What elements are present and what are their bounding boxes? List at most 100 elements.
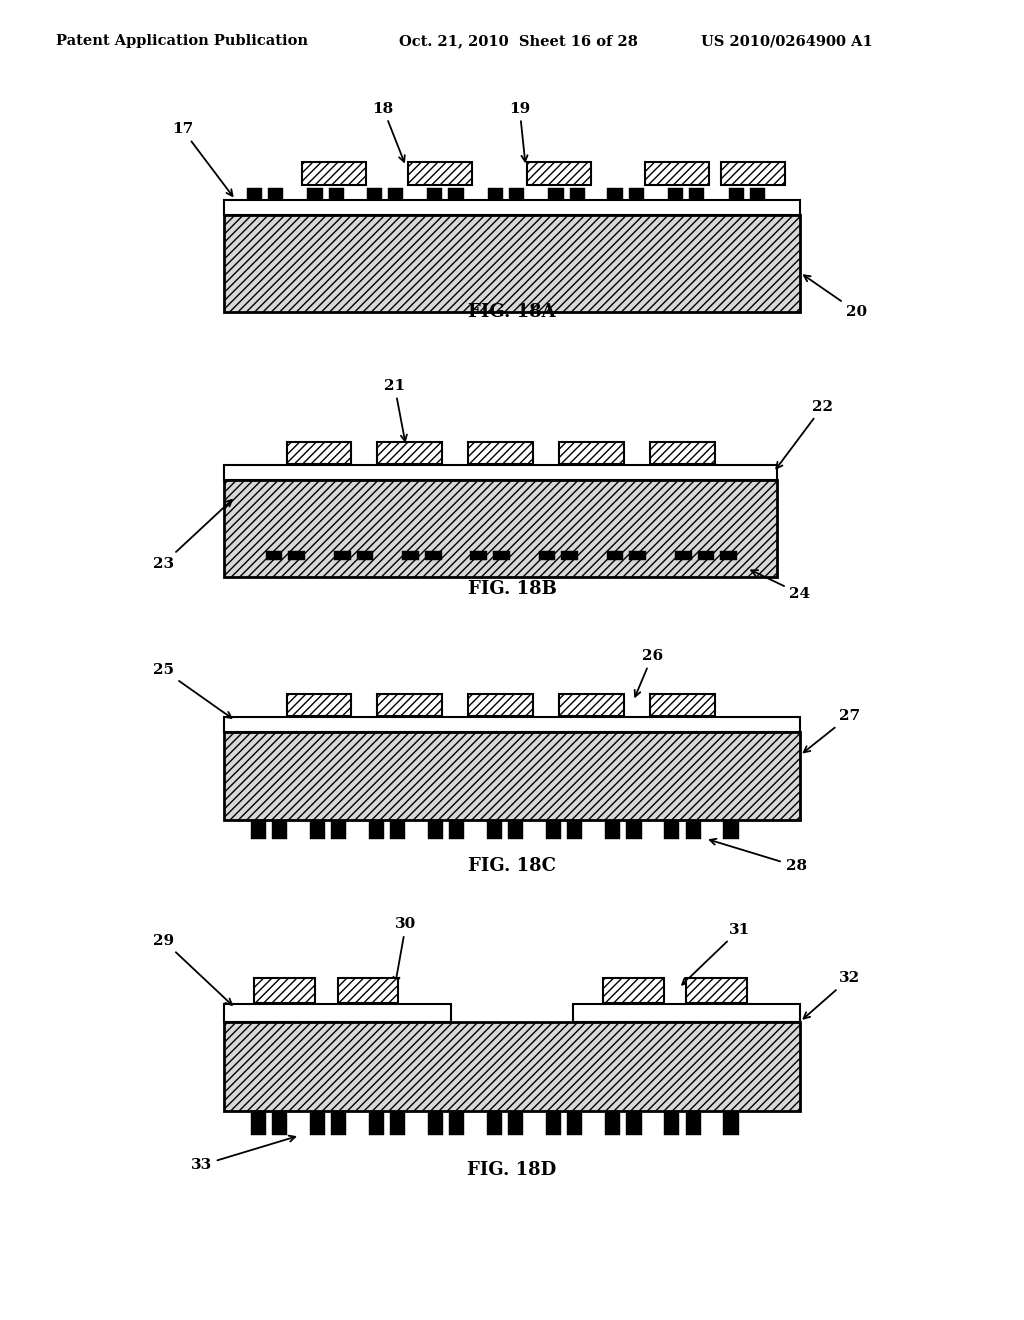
Bar bbox=[470, 550, 487, 560]
Bar bbox=[572, 1005, 800, 1022]
Bar bbox=[427, 189, 442, 199]
Bar bbox=[266, 550, 283, 560]
Bar bbox=[251, 1111, 266, 1135]
Bar bbox=[378, 694, 442, 715]
Bar bbox=[546, 820, 561, 838]
Text: 27: 27 bbox=[804, 709, 860, 752]
Bar bbox=[685, 1111, 700, 1135]
Bar bbox=[268, 189, 284, 199]
Bar bbox=[509, 189, 524, 199]
Text: 25: 25 bbox=[153, 663, 231, 718]
Bar bbox=[449, 189, 464, 199]
Bar bbox=[329, 189, 344, 199]
Bar bbox=[494, 550, 510, 560]
Bar bbox=[224, 717, 800, 733]
Bar bbox=[721, 162, 785, 185]
Bar bbox=[508, 1111, 523, 1135]
Text: FIG. 18A: FIG. 18A bbox=[468, 304, 556, 321]
Bar bbox=[665, 1111, 680, 1135]
Bar bbox=[271, 1111, 287, 1135]
Bar bbox=[334, 550, 350, 560]
Bar bbox=[331, 820, 346, 838]
Bar bbox=[309, 820, 325, 838]
Text: US 2010/0264900 A1: US 2010/0264900 A1 bbox=[701, 34, 873, 49]
Bar bbox=[224, 1022, 800, 1111]
Bar bbox=[388, 189, 402, 199]
Bar bbox=[567, 1111, 583, 1135]
Bar bbox=[302, 162, 367, 185]
Bar bbox=[630, 550, 646, 560]
Bar bbox=[247, 189, 262, 199]
Bar bbox=[750, 189, 765, 199]
Text: 23: 23 bbox=[153, 500, 231, 570]
Text: 20: 20 bbox=[804, 276, 867, 319]
Bar bbox=[331, 1111, 346, 1135]
Text: 26: 26 bbox=[635, 649, 663, 697]
Bar bbox=[526, 162, 591, 185]
Bar bbox=[425, 550, 441, 560]
Bar bbox=[224, 733, 800, 820]
Bar bbox=[251, 820, 266, 838]
Bar bbox=[390, 1111, 406, 1135]
Text: FIG. 18C: FIG. 18C bbox=[468, 858, 556, 875]
Bar bbox=[723, 1111, 738, 1135]
Text: 33: 33 bbox=[190, 1135, 295, 1172]
Bar bbox=[546, 1111, 561, 1135]
Text: 30: 30 bbox=[393, 917, 417, 983]
Bar bbox=[468, 694, 532, 715]
Bar bbox=[309, 1111, 325, 1135]
Bar bbox=[645, 162, 710, 185]
Bar bbox=[390, 820, 406, 838]
Bar bbox=[675, 550, 691, 560]
Text: 31: 31 bbox=[682, 923, 750, 985]
Bar bbox=[369, 1111, 384, 1135]
Bar bbox=[378, 442, 442, 465]
Bar bbox=[450, 1111, 464, 1135]
Bar bbox=[224, 466, 777, 480]
Bar bbox=[697, 550, 715, 560]
Bar bbox=[224, 215, 800, 312]
Bar bbox=[603, 978, 664, 1003]
Bar bbox=[468, 442, 532, 465]
Text: FIG. 18D: FIG. 18D bbox=[467, 1160, 557, 1179]
Bar bbox=[650, 694, 715, 715]
Bar bbox=[668, 189, 683, 199]
Text: 24: 24 bbox=[752, 570, 811, 601]
Text: Patent Application Publication: Patent Application Publication bbox=[56, 34, 308, 49]
Bar bbox=[539, 550, 555, 560]
Bar bbox=[650, 442, 715, 465]
Bar bbox=[627, 820, 642, 838]
Bar bbox=[450, 820, 464, 838]
Bar bbox=[607, 189, 623, 199]
Bar bbox=[686, 978, 746, 1003]
Bar bbox=[428, 820, 443, 838]
Text: 18: 18 bbox=[373, 102, 404, 162]
Bar bbox=[508, 820, 523, 838]
Text: Oct. 21, 2010  Sheet 16 of 28: Oct. 21, 2010 Sheet 16 of 28 bbox=[399, 34, 638, 49]
Bar bbox=[567, 820, 583, 838]
Bar bbox=[605, 820, 621, 838]
Bar bbox=[369, 820, 384, 838]
Bar bbox=[224, 480, 777, 577]
Bar bbox=[428, 1111, 443, 1135]
Bar bbox=[721, 550, 737, 560]
Bar bbox=[689, 189, 705, 199]
Text: 28: 28 bbox=[710, 838, 807, 874]
Bar bbox=[559, 442, 624, 465]
Bar bbox=[338, 978, 398, 1003]
Bar bbox=[559, 694, 624, 715]
Bar bbox=[402, 550, 419, 560]
Text: FIG. 18B: FIG. 18B bbox=[468, 581, 556, 598]
Bar bbox=[289, 550, 305, 560]
Bar bbox=[254, 978, 315, 1003]
Bar bbox=[605, 1111, 621, 1135]
Bar bbox=[224, 1005, 452, 1022]
Bar bbox=[606, 550, 624, 560]
Bar bbox=[356, 550, 374, 560]
Bar bbox=[367, 189, 382, 199]
Bar bbox=[408, 162, 472, 185]
Bar bbox=[569, 189, 585, 199]
Bar bbox=[271, 820, 287, 838]
Text: 32: 32 bbox=[804, 972, 860, 1019]
Bar bbox=[487, 820, 502, 838]
